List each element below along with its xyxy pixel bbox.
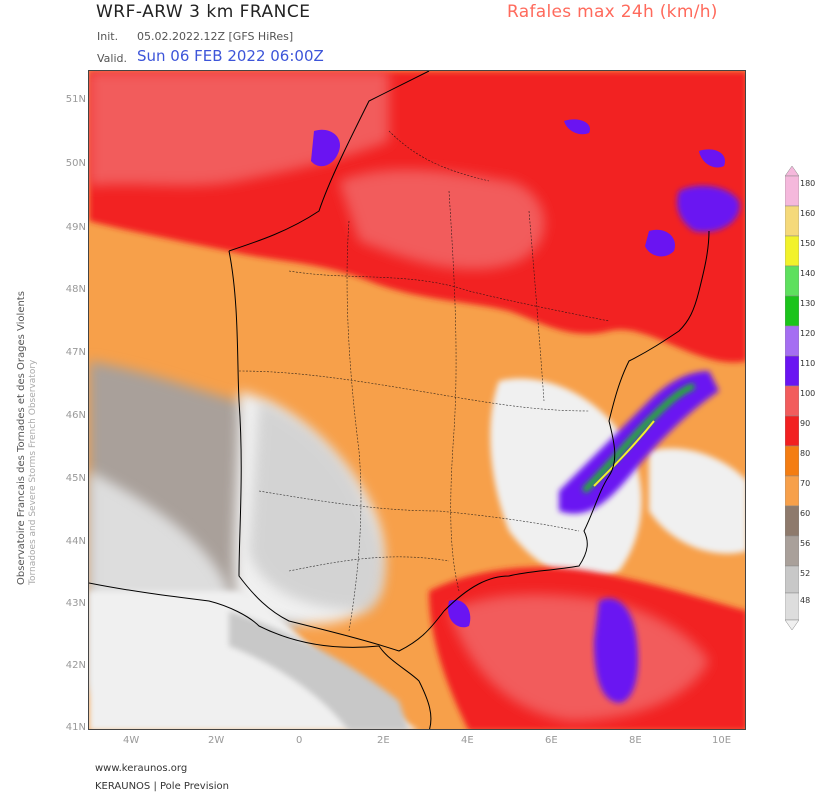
legend-swatch-52-56 bbox=[785, 535, 799, 567]
legend-arrow-top bbox=[785, 166, 799, 177]
legend-swatch-48-52 bbox=[785, 565, 799, 594]
lat-tick-label: 49N bbox=[65, 222, 86, 233]
lat-tick-label: 46N bbox=[65, 410, 86, 421]
legend-label: 120 bbox=[800, 329, 816, 338]
init-value: 05.02.2022.12Z [GFS HiRes] bbox=[137, 30, 294, 43]
init-label: Init. bbox=[97, 30, 119, 43]
lon-tick-label: 8E bbox=[629, 735, 642, 746]
lon-tick-label: 0 bbox=[296, 735, 303, 746]
legend-label: 56 bbox=[800, 539, 811, 548]
legend-label: 160 bbox=[800, 209, 816, 218]
lat-tick-label: 51N bbox=[65, 94, 86, 105]
observatory-credit-fr: Observatoire Francais des Tornades et de… bbox=[16, 291, 27, 585]
legend-label: 80 bbox=[800, 449, 811, 458]
legend-label: 180 bbox=[800, 179, 816, 188]
brand-credit: KERAUNOS | Pole Prevision bbox=[95, 781, 229, 792]
valid-value: Sun 06 FEB 2022 06:00Z bbox=[137, 47, 324, 65]
lat-tick-label: 45N bbox=[65, 473, 86, 484]
lat-tick-label: 42N bbox=[65, 660, 86, 671]
lat-tick-label: 41N bbox=[65, 722, 86, 733]
lat-tick-label: 44N bbox=[65, 536, 86, 547]
legend-swatch-lt48 bbox=[785, 592, 799, 621]
legend-label: 150 bbox=[800, 239, 816, 248]
legend-swatch-70-80 bbox=[785, 445, 799, 477]
lat-tick-label: 43N bbox=[65, 598, 86, 609]
legend-swatch-80-90 bbox=[785, 415, 799, 447]
legend-label: 48 bbox=[800, 596, 811, 605]
legend-swatch-150-160 bbox=[785, 205, 799, 237]
model-title: WRF-ARW 3 km FRANCE bbox=[96, 2, 311, 22]
product-title: Rafales max 24h (km/h) bbox=[507, 2, 718, 22]
lat-tick-label: 47N bbox=[65, 347, 86, 358]
legend-swatch-130-140 bbox=[785, 265, 799, 297]
legend-label: 52 bbox=[800, 569, 811, 578]
lon-tick-label: 2E bbox=[377, 735, 390, 746]
legend-swatch-140-150 bbox=[785, 235, 799, 267]
legend-swatch-60-70 bbox=[785, 475, 799, 507]
lat-tick-label: 50N bbox=[65, 158, 86, 169]
legend-swatch-90-100 bbox=[785, 385, 799, 417]
lon-tick-label: 10E bbox=[712, 735, 732, 746]
legend-label: 70 bbox=[800, 479, 811, 488]
legend-label: 130 bbox=[800, 299, 816, 308]
lon-tick-label: 2W bbox=[208, 735, 225, 746]
lat-tick-label: 48N bbox=[65, 284, 86, 295]
observatory-credit-en: Tornadoes and Severe Storms French Obser… bbox=[28, 359, 38, 585]
legend-label: 110 bbox=[800, 359, 816, 368]
legend-swatch-110-120 bbox=[785, 325, 799, 357]
legend-label: 140 bbox=[800, 269, 816, 278]
gust-field-map bbox=[89, 71, 745, 729]
legend-swatch-120-130 bbox=[785, 295, 799, 327]
lon-tick-label: 4W bbox=[123, 735, 140, 746]
legend-label: 100 bbox=[800, 389, 816, 398]
forecast-map bbox=[88, 70, 746, 730]
lon-tick-label: 4E bbox=[461, 735, 474, 746]
legend-swatch-160-180 bbox=[785, 175, 799, 207]
legend-arrow-bottom bbox=[785, 619, 799, 630]
legend-swatch-56-60 bbox=[785, 505, 799, 537]
legend-label: 60 bbox=[800, 509, 811, 518]
legend-label: 90 bbox=[800, 419, 811, 428]
legend-swatch-100-110 bbox=[785, 355, 799, 387]
color-legend bbox=[785, 166, 799, 630]
lon-tick-label: 6E bbox=[545, 735, 558, 746]
website-link[interactable]: www.keraunos.org bbox=[95, 763, 188, 774]
valid-label: Valid. bbox=[97, 52, 128, 65]
